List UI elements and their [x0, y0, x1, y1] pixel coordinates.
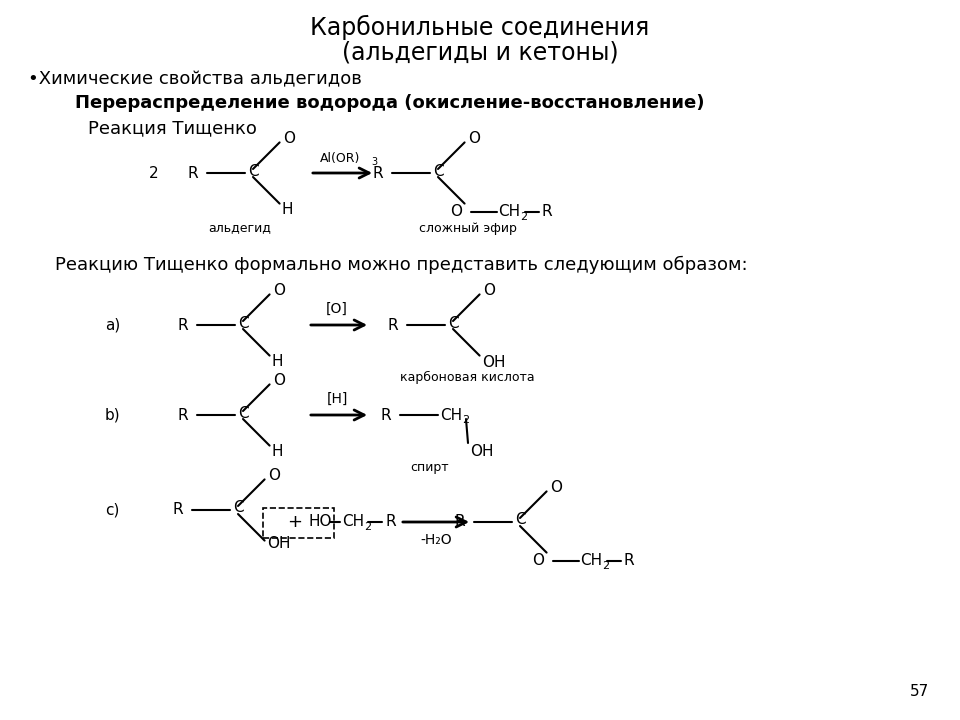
Text: 2: 2	[149, 166, 158, 181]
Text: карбоновая кислота: карбоновая кислота	[399, 371, 535, 384]
Text: a): a)	[105, 318, 120, 333]
Text: •Химические свойства альдегидов: •Химические свойства альдегидов	[28, 70, 362, 88]
Text: O: O	[450, 204, 463, 219]
Text: O: O	[484, 283, 495, 298]
Text: R: R	[381, 408, 392, 423]
Text: R: R	[541, 204, 552, 219]
Text: 3: 3	[371, 157, 377, 167]
Text: c): c)	[105, 503, 119, 518]
Text: 2: 2	[462, 415, 469, 425]
Text: O: O	[269, 468, 280, 483]
Text: [O]: [O]	[326, 302, 348, 316]
Text: [H]: [H]	[326, 392, 348, 406]
Text: H: H	[272, 444, 283, 459]
Text: R: R	[372, 166, 383, 181]
Text: Перераспределение водорода (окисление-восстановление): Перераспределение водорода (окисление-во…	[75, 94, 705, 112]
Text: R: R	[624, 553, 635, 568]
Text: Al(OR): Al(OR)	[320, 151, 360, 164]
Text: 2: 2	[520, 212, 528, 222]
Text: R: R	[188, 166, 199, 181]
Text: Карбонильные соединения: Карбонильные соединения	[310, 14, 650, 40]
Text: R: R	[173, 503, 183, 518]
Text: (альдегиды и кетоны): (альдегиды и кетоны)	[342, 40, 618, 64]
Text: OH: OH	[268, 536, 291, 551]
Text: CH: CH	[342, 515, 364, 529]
Text: C: C	[233, 500, 244, 516]
Text: -H₂O: -H₂O	[420, 533, 452, 547]
Text: R: R	[385, 515, 396, 529]
Text: 57: 57	[910, 685, 929, 700]
Text: HO: HO	[308, 515, 331, 529]
Text: R: R	[178, 318, 188, 333]
Text: CH: CH	[581, 553, 603, 568]
Text: C: C	[238, 405, 249, 420]
Text: H: H	[272, 354, 283, 369]
Text: CH: CH	[440, 408, 462, 423]
Text: O: O	[468, 131, 481, 146]
Text: 2: 2	[364, 522, 372, 532]
Text: b): b)	[105, 408, 121, 423]
Text: C: C	[448, 315, 459, 330]
Text: Реакцию Тищенко формально можно представить следующим образом:: Реакцию Тищенко формально можно представ…	[55, 256, 748, 274]
Text: O: O	[533, 553, 544, 568]
Text: +: +	[287, 513, 302, 531]
Text: C: C	[238, 315, 249, 330]
Text: Реакция Тищенко: Реакция Тищенко	[88, 119, 257, 137]
Text: альдегид: альдегид	[208, 222, 272, 235]
Text: R: R	[455, 515, 466, 529]
Text: OH: OH	[470, 444, 493, 459]
Text: спирт: спирт	[411, 461, 449, 474]
Text: 2: 2	[603, 561, 610, 570]
Text: CH: CH	[498, 204, 520, 219]
Text: R: R	[178, 408, 188, 423]
Text: C: C	[433, 163, 444, 179]
Text: O: O	[283, 131, 296, 146]
Bar	[263, 508, 334, 538]
Text: O: O	[551, 480, 563, 495]
Text: сложный эфир: сложный эфир	[420, 222, 516, 235]
Text: C: C	[515, 513, 526, 528]
Text: O: O	[274, 283, 286, 298]
Text: OH: OH	[483, 355, 506, 370]
Text: H: H	[281, 202, 293, 217]
Text: R: R	[388, 318, 398, 333]
Text: O: O	[274, 373, 286, 388]
Text: C: C	[248, 163, 258, 179]
